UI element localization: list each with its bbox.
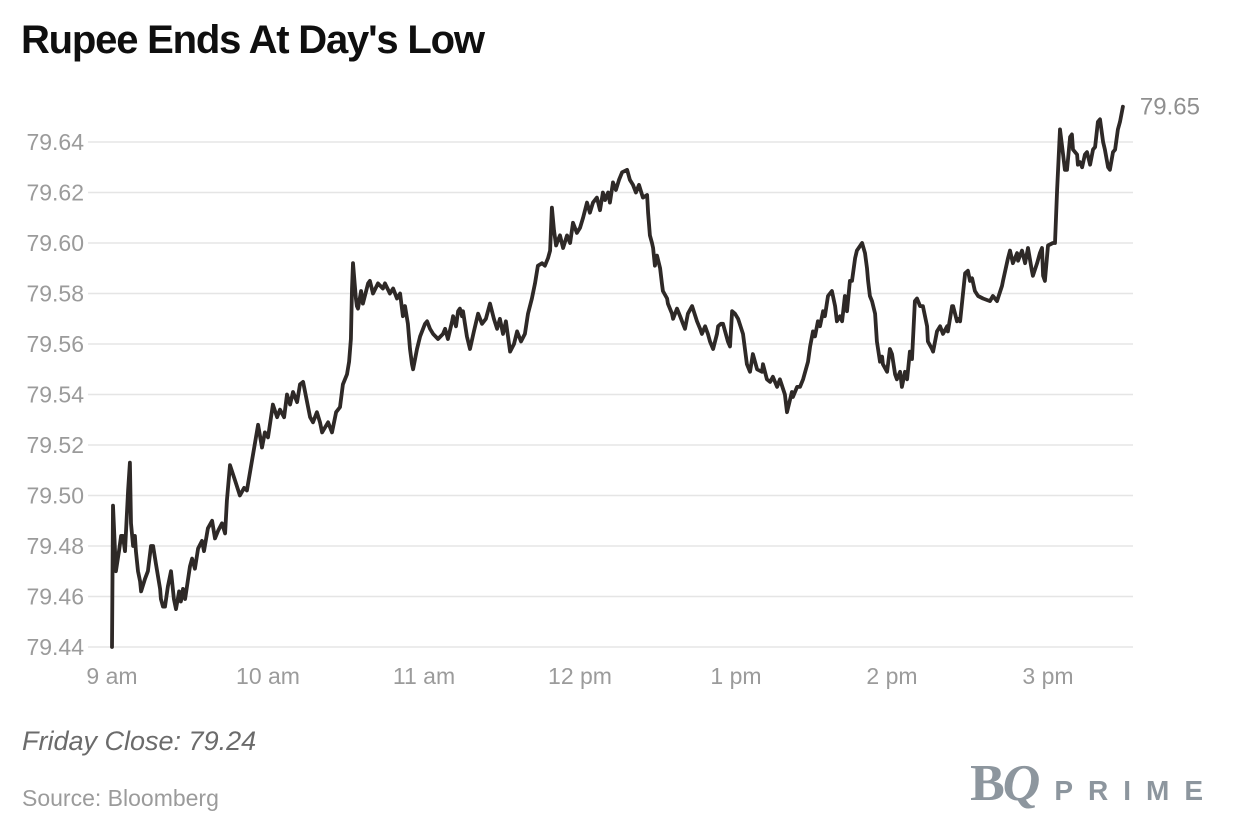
y-tick-label: 79.44 — [26, 634, 84, 660]
bq-prime-logo: B Q PRIME — [970, 758, 1218, 818]
friday-close-note: Friday Close: 79.24 — [22, 726, 257, 756]
x-tick-label: 3 pm — [1022, 663, 1073, 689]
x-tick-label: 11 am — [393, 663, 455, 689]
chart-title: Rupee Ends At Day's Low — [21, 18, 485, 62]
x-tick-label: 10 am — [236, 663, 300, 689]
y-tick-label: 79.54 — [26, 382, 84, 408]
y-tick-label: 79.58 — [26, 281, 84, 307]
y-tick-label: 79.52 — [26, 432, 84, 458]
y-tick-label: 79.62 — [26, 180, 84, 206]
source-credit: Source: Bloomberg — [22, 785, 219, 811]
logo-letter-q: Q — [1002, 755, 1041, 812]
x-tick-label: 12 pm — [548, 663, 612, 689]
rupee-intraday-line-chart: 79.44 79.46 79.48 79.50 79.52 79.54 79.56 79.58… — [26, 94, 1200, 689]
x-tick-label: 9 am — [86, 663, 137, 689]
x-tick-label: 2 pm — [866, 663, 917, 689]
y-tick-label: 79.60 — [26, 230, 84, 256]
logo-prime-text: PRIME — [1054, 775, 1218, 806]
y-tick-label: 79.56 — [26, 331, 84, 357]
price-line — [110, 104, 1125, 649]
y-tick-label: 79.46 — [26, 584, 84, 610]
x-tick-label: 1 pm — [710, 663, 761, 689]
logo-letter-b: B — [970, 755, 1005, 812]
y-tick-label: 79.48 — [26, 533, 84, 559]
y-tick-label: 79.50 — [26, 483, 84, 509]
last-price-label: 79.65 — [1140, 94, 1200, 121]
y-tick-label: 79.64 — [26, 129, 84, 155]
